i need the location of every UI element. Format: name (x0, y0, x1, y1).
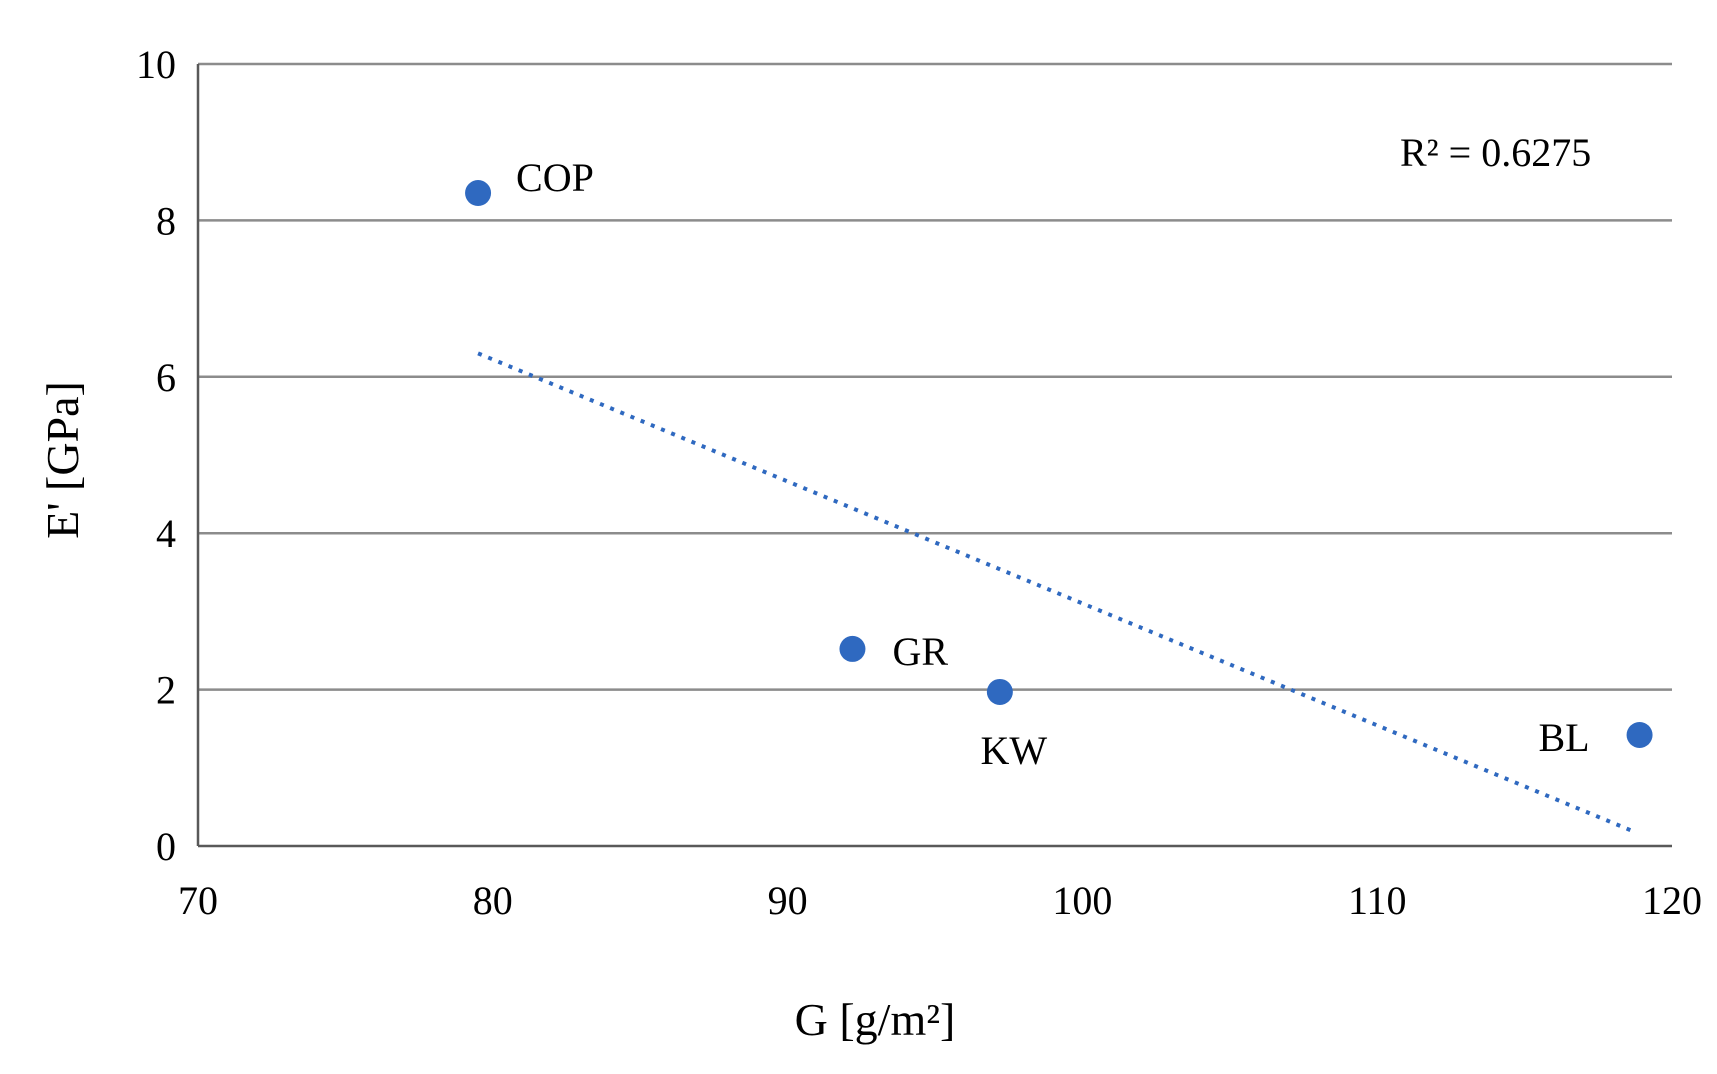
x-tick-label: 100 (1052, 878, 1112, 923)
x-tick-label: 120 (1642, 878, 1702, 923)
y-tick-label: 10 (136, 42, 176, 87)
x-tick-labels: 70 80 90 100 110 120 (178, 878, 1702, 923)
x-tick-label: 110 (1348, 878, 1407, 923)
x-axis-title: G [g/m²] (795, 994, 956, 1045)
point-label-kw: KW (981, 728, 1048, 773)
y-tick-label: 8 (156, 198, 176, 243)
r-squared-label: R² = 0.6275 (1400, 130, 1591, 175)
trendline (477, 351, 1638, 835)
x-tick-label: 90 (768, 878, 808, 923)
y-tick-label: 0 (156, 824, 176, 869)
point-label-cop: COP (516, 155, 594, 200)
y-tick-labels: 0 2 4 6 8 10 (136, 42, 176, 869)
gridlines (196, 62, 1672, 848)
data-point-kw (986, 678, 1013, 705)
point-label-gr: GR (892, 629, 948, 674)
y-axis-title: E' [GPa] (37, 381, 88, 539)
point-labels: COP GR KW BL (516, 155, 1590, 773)
y-tick-label: 4 (156, 511, 176, 556)
data-point-gr (839, 635, 866, 662)
x-tick-label: 80 (473, 878, 513, 923)
point-label-bl: BL (1538, 715, 1589, 760)
trendline-group (477, 351, 1638, 835)
x-tick-label: 70 (178, 878, 218, 923)
data-point-cop (465, 180, 492, 207)
y-tick-label: 2 (156, 668, 176, 713)
y-tick-label: 6 (156, 355, 176, 400)
data-point-bl (1626, 721, 1653, 748)
data-points (465, 180, 1653, 748)
